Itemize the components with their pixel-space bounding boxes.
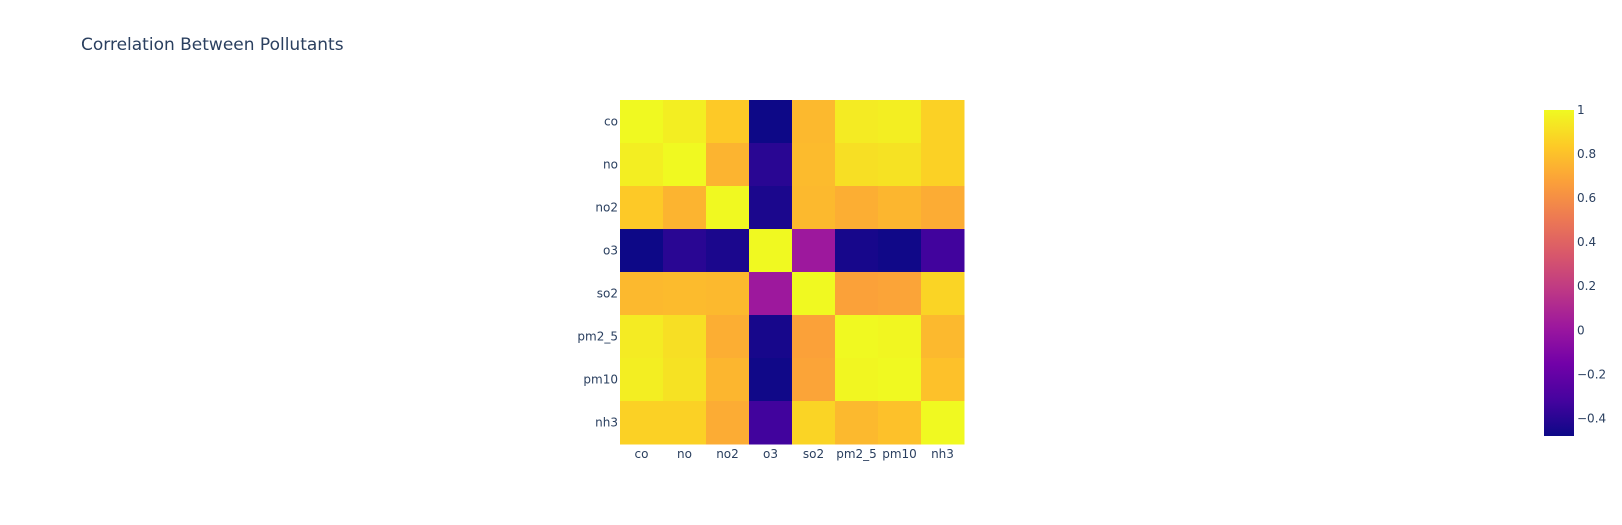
- heatmap-cell-nh3-no2[interactable]: [706, 401, 750, 445]
- heatmap-cell-no2-pm10[interactable]: [878, 186, 922, 230]
- y-tick-label: so2: [597, 287, 618, 301]
- colorbar-gradient: [1544, 110, 1574, 436]
- heatmap-cell-o3-so2[interactable]: [792, 229, 836, 273]
- heatmap-cell-no-nh3[interactable]: [921, 143, 965, 187]
- x-tick-label: pm10: [882, 447, 917, 461]
- colorbar-tick-label: 1: [1577, 103, 1585, 117]
- y-tick-label: no: [603, 158, 618, 172]
- heatmap-cell-o3-no[interactable]: [663, 229, 707, 273]
- heatmap-cell-co-pm2_5[interactable]: [835, 100, 879, 144]
- y-tick-label: no2: [595, 201, 618, 215]
- heatmap-cell-nh3-nh3[interactable]: [921, 401, 965, 445]
- y-tick-label: nh3: [595, 416, 618, 430]
- heatmap-cell-no-o3[interactable]: [749, 143, 793, 187]
- colorbar-tick-label: −0.2: [1577, 367, 1606, 381]
- heatmap-cell-so2-so2[interactable]: [792, 272, 836, 316]
- heatmap-cell-no-pm10[interactable]: [878, 143, 922, 187]
- heatmap-cell-co-o3[interactable]: [749, 100, 793, 144]
- colorbar-ticks: 1 0.8 0.6 0.4 0.2 0 −0.2 −0.4: [1577, 103, 1606, 425]
- heatmap-cell-co-nh3[interactable]: [921, 100, 965, 144]
- heatmap-cell-so2-no[interactable]: [663, 272, 707, 316]
- heatmap-cell-pm2_5-nh3[interactable]: [921, 315, 965, 359]
- heatmap-cell-no-pm2_5[interactable]: [835, 143, 879, 187]
- heatmap-cell-pm10-pm2_5[interactable]: [835, 358, 879, 402]
- heatmap-cell-co-no2[interactable]: [706, 100, 750, 144]
- heatmap-cell-nh3-o3[interactable]: [749, 401, 793, 445]
- heatmap-cell-so2-nh3[interactable]: [921, 272, 965, 316]
- colorbar-tick-label: −0.4: [1577, 411, 1606, 425]
- heatmap-cell-pm10-no[interactable]: [663, 358, 707, 402]
- colorbar-tick-label: 0.4: [1577, 235, 1596, 249]
- heatmap-cell-pm10-so2[interactable]: [792, 358, 836, 402]
- y-axis-ticks: co no no2 o3 so2 pm2_5 pm10 nh3: [577, 115, 618, 430]
- colorbar-tick-label: 0: [1577, 323, 1585, 337]
- heatmap-cell-pm10-o3[interactable]: [749, 358, 793, 402]
- heatmap-cell-o3-co[interactable]: [620, 229, 664, 273]
- heatmap-cell-co-no[interactable]: [663, 100, 707, 144]
- heatmap-cell-nh3-so2[interactable]: [792, 401, 836, 445]
- heatmap-cell-nh3-co[interactable]: [620, 401, 664, 445]
- heatmap-cell-no2-nh3[interactable]: [921, 186, 965, 230]
- heatmap-cell-pm2_5-no[interactable]: [663, 315, 707, 359]
- y-tick-label: pm2_5: [577, 330, 618, 344]
- heatmap-cell-pm10-pm10[interactable]: [878, 358, 922, 402]
- colorbar: 1 0.8 0.6 0.4 0.2 0 −0.2 −0.4: [1544, 103, 1606, 436]
- heatmap-cell-no2-so2[interactable]: [792, 186, 836, 230]
- heatmap-cell-pm2_5-pm10[interactable]: [878, 315, 922, 359]
- y-tick-label: o3: [603, 244, 618, 258]
- x-tick-label: nh3: [931, 447, 954, 461]
- heatmap-cell-co-co[interactable]: [620, 100, 664, 144]
- heatmap-cell-no2-o3[interactable]: [749, 186, 793, 230]
- heatmap-cell-pm2_5-so2[interactable]: [792, 315, 836, 359]
- heatmap-cell-o3-o3[interactable]: [749, 229, 793, 273]
- x-tick-label: no2: [716, 447, 739, 461]
- x-tick-label: no: [677, 447, 692, 461]
- heatmap-cell-pm2_5-o3[interactable]: [749, 315, 793, 359]
- heatmap-cell-so2-pm2_5[interactable]: [835, 272, 879, 316]
- heatmap-cell-nh3-pm2_5[interactable]: [835, 401, 879, 445]
- heatmap-cell-pm2_5-co[interactable]: [620, 315, 664, 359]
- colorbar-tick-label: 0.8: [1577, 147, 1596, 161]
- chart-title: Correlation Between Pollutants: [81, 35, 344, 55]
- heatmap-cell-nh3-no[interactable]: [663, 401, 707, 445]
- heatmap-cell-no2-co[interactable]: [620, 186, 664, 230]
- heatmap-cell-no-no2[interactable]: [706, 143, 750, 187]
- x-tick-label: pm2_5: [836, 447, 877, 461]
- heatmap-cell-so2-pm10[interactable]: [878, 272, 922, 316]
- heatmap-cell-no2-pm2_5[interactable]: [835, 186, 879, 230]
- heatmap-cell-pm10-no2[interactable]: [706, 358, 750, 402]
- heatmap-cell-no-co[interactable]: [620, 143, 664, 187]
- heatmap-cell-no2-no2[interactable]: [706, 186, 750, 230]
- x-tick-label: co: [635, 447, 649, 461]
- heatmap-cell-o3-nh3[interactable]: [921, 229, 965, 273]
- y-tick-label: co: [604, 115, 618, 129]
- heatmap-cell-o3-pm10[interactable]: [878, 229, 922, 273]
- heatmap-cell-co-so2[interactable]: [792, 100, 836, 144]
- heatmap-cell-nh3-pm10[interactable]: [878, 401, 922, 445]
- heatmap-cell-pm10-co[interactable]: [620, 358, 664, 402]
- heatmap-cell-co-pm10[interactable]: [878, 100, 922, 144]
- y-tick-label: pm10: [583, 373, 618, 387]
- x-axis-ticks: co no no2 o3 so2 pm2_5 pm10 nh3: [635, 447, 954, 461]
- heatmap-cell-so2-co[interactable]: [620, 272, 664, 316]
- heatmap-cells[interactable]: [620, 100, 965, 445]
- heatmap-cell-o3-no2[interactable]: [706, 229, 750, 273]
- heatmap-cell-no-no[interactable]: [663, 143, 707, 187]
- heatmap-cell-pm2_5-no2[interactable]: [706, 315, 750, 359]
- heatmap-cell-so2-o3[interactable]: [749, 272, 793, 316]
- colorbar-tick-label: 0.6: [1577, 191, 1596, 205]
- heatmap-cell-no2-no[interactable]: [663, 186, 707, 230]
- x-tick-label: o3: [763, 447, 778, 461]
- x-tick-label: so2: [803, 447, 824, 461]
- heatmap-cell-o3-pm2_5[interactable]: [835, 229, 879, 273]
- colorbar-tick-label: 0.2: [1577, 279, 1596, 293]
- heatmap-cell-no-so2[interactable]: [792, 143, 836, 187]
- heatmap-cell-pm2_5-pm2_5[interactable]: [835, 315, 879, 359]
- heatmap-cell-pm10-nh3[interactable]: [921, 358, 965, 402]
- heatmap-cell-so2-no2[interactable]: [706, 272, 750, 316]
